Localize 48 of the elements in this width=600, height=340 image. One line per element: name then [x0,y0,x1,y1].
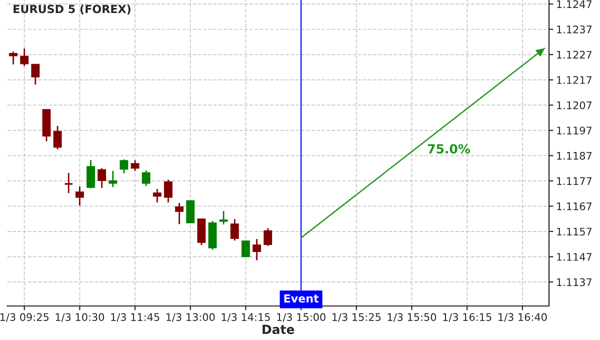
candlestick [152,188,162,204]
y-tick-label: 1.1147 [557,253,592,261]
y-tick-label: 1.1237 [557,26,592,34]
candlestick [186,200,195,224]
y-tick-label: 1.1137 [557,278,592,286]
x-tick-label: 1/3 16:15 [443,313,492,322]
x-tick-label: 1/3 15:00 [277,313,326,322]
candlestick [31,63,40,86]
x-tick-label: 1/3 15:50 [388,313,436,322]
candlestick [252,238,262,261]
y-tick-label: 1.1247 [557,0,592,8]
candlestick [53,125,62,150]
candlestick [264,227,272,247]
candlestick [75,186,84,206]
candlestick [98,168,106,189]
y-tick-label: 1.1197 [557,126,592,134]
candlestick [219,210,228,226]
y-tick-label: 1.1227 [557,50,592,59]
y-tick-label: 1.1207 [557,101,592,110]
y-tick-label: 1.1167 [557,202,592,210]
candlestick [164,178,172,204]
candlestick [20,48,29,67]
x-tick-label: 1/3 09:25 [0,313,48,322]
candlestick [120,158,128,174]
candlestick [175,202,184,225]
candlestick [242,240,250,258]
annotation: 75.0% [428,144,470,154]
x-axis-title: Date [262,324,294,334]
candlestick [108,170,118,188]
candlestick [142,170,150,187]
x-tick-label: 1/3 15:25 [332,313,381,322]
x-tick-label: 1/3 10:30 [56,313,104,322]
x-tick-label: 1/3 13:00 [166,313,215,322]
y-tick-label: 1.1177 [557,177,592,185]
y-tick-label: 1.1187 [557,152,592,160]
candlestick [9,50,18,66]
candlestick [64,172,74,194]
x-tick-label: 1/3 11:45 [111,313,160,322]
x-tick-label: 1/3 16:40 [498,313,547,322]
candlestick [230,218,239,242]
candlestick [130,160,140,172]
candlestick [197,218,206,246]
x-tick-label: 1/3 14:15 [222,313,270,322]
chart-title: EURUSD 5 (FOREX) [14,4,130,14]
y-tick-label: 1.1217 [557,76,592,84]
candlestick [86,159,95,189]
y-tick-label: 1.1157 [557,228,592,236]
ref-line-label: Event [284,294,319,303]
